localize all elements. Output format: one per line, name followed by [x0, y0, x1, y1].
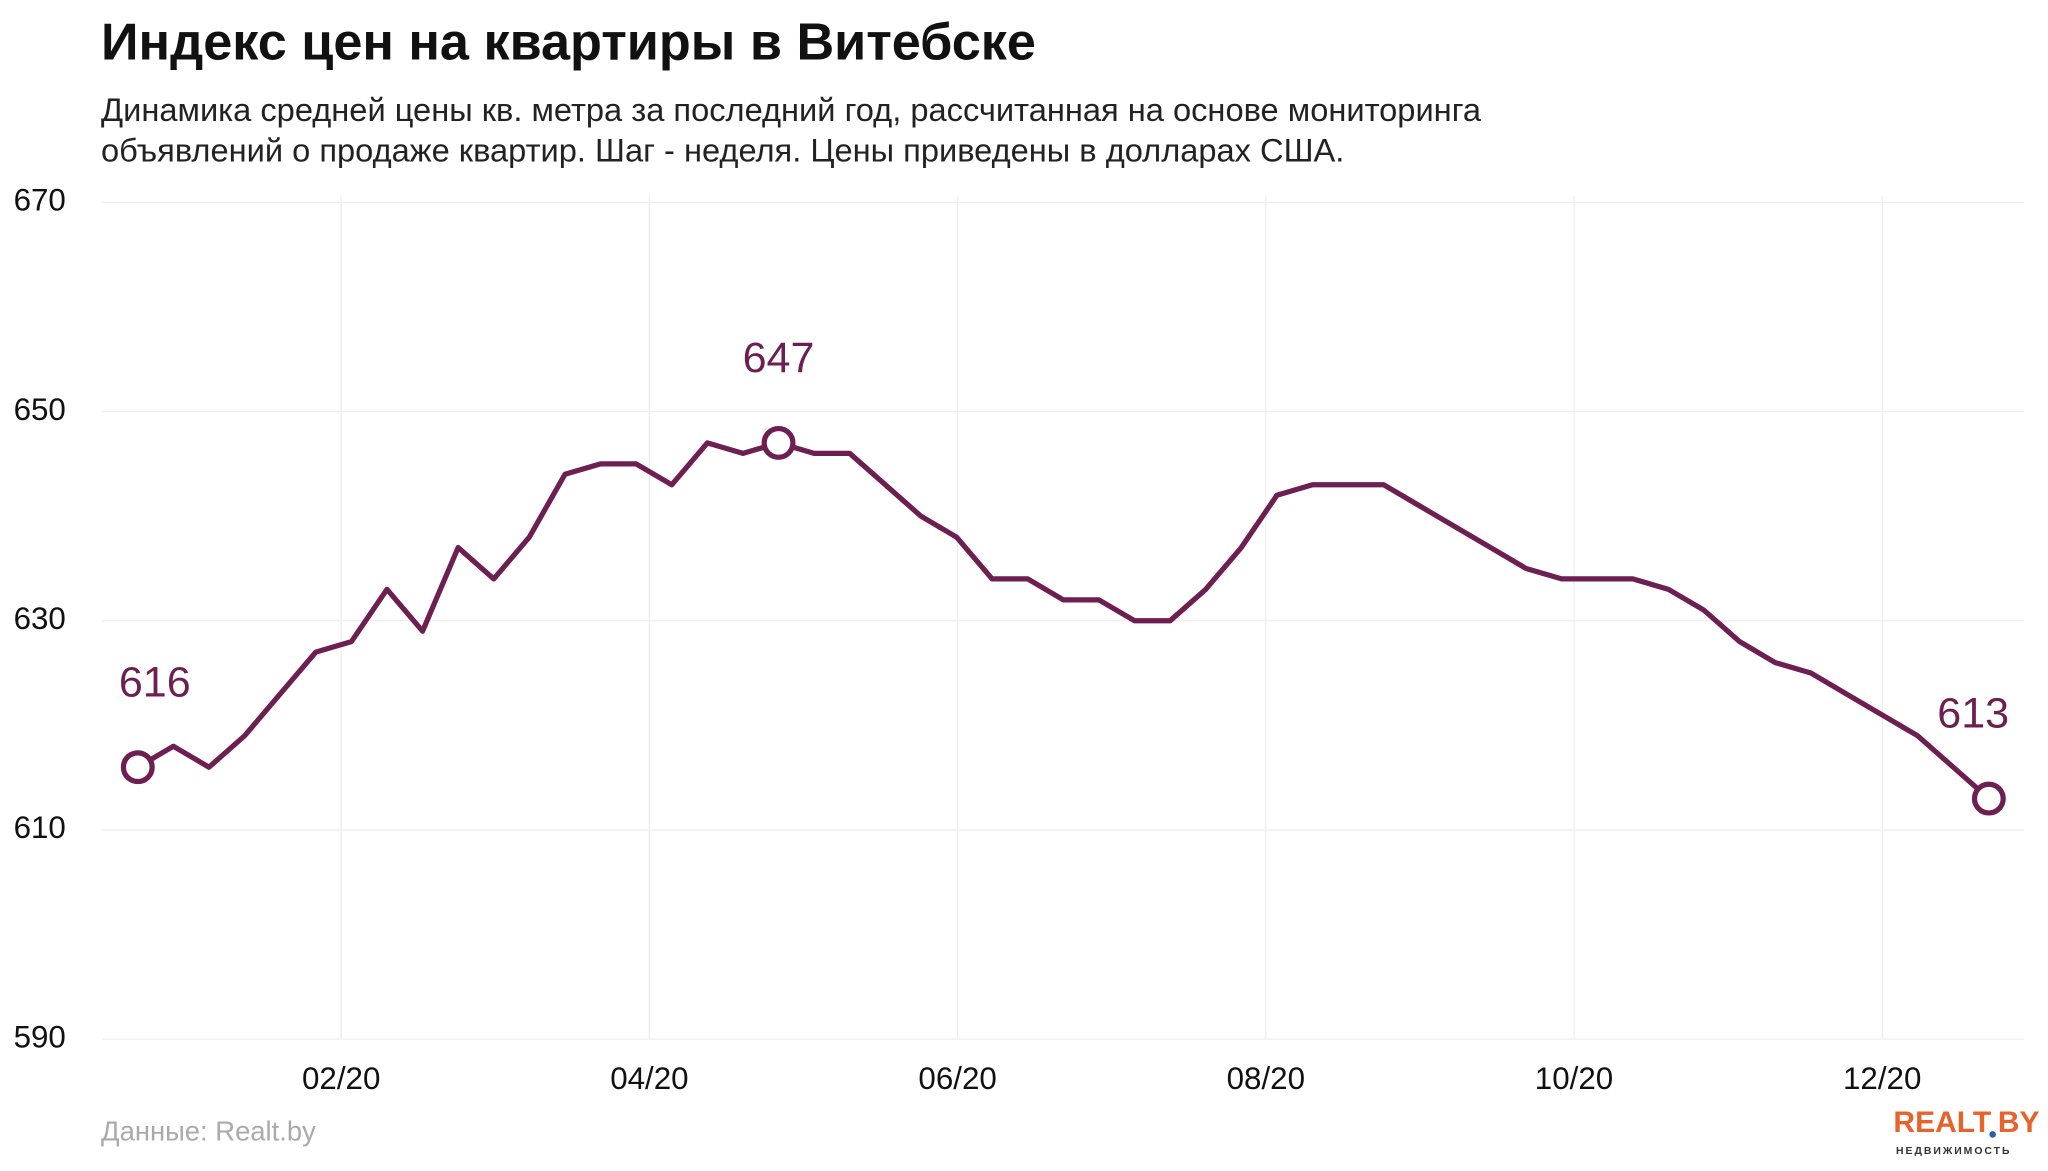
data-label: 613: [1937, 690, 2009, 738]
x-tick-label: 10/20: [1535, 1061, 1613, 1096]
logo-domain: BY: [1998, 1106, 2040, 1139]
x-tick-label: 06/20: [918, 1061, 996, 1096]
logo-tagline: НЕДВИЖИМОСТЬ: [1896, 1146, 2011, 1157]
data-label: 647: [743, 334, 815, 382]
x-tick-label: 08/20: [1227, 1061, 1305, 1096]
y-tick-label: 590: [14, 1019, 66, 1054]
chart-title: Индекс цен на квартиры в Витебске: [101, 13, 1036, 71]
chart-subtitle: объявлений о продаже квартир. Шаг - неде…: [101, 131, 1344, 168]
logo-name: REALT: [1893, 1106, 1991, 1139]
highlight-point: [761, 425, 796, 460]
source-note: Данные: Realt.by: [101, 1115, 316, 1146]
logo-dot: [1989, 1131, 1996, 1138]
highlight-point: [1971, 781, 2006, 816]
x-tick-label: 04/20: [610, 1061, 688, 1096]
x-tick-label: 02/20: [302, 1061, 380, 1096]
x-tick-label: 12/20: [1843, 1061, 1921, 1096]
data-label: 616: [119, 658, 191, 706]
y-tick-label: 610: [14, 810, 66, 845]
highlight-point: [120, 750, 155, 785]
data-line: [136, 440, 1991, 801]
y-tick-label: 630: [14, 601, 66, 636]
y-tick-label: 670: [14, 183, 66, 218]
chart-subtitle: Динамика средней цены кв. метра за после…: [101, 91, 1482, 128]
y-tick-label: 650: [14, 392, 66, 427]
